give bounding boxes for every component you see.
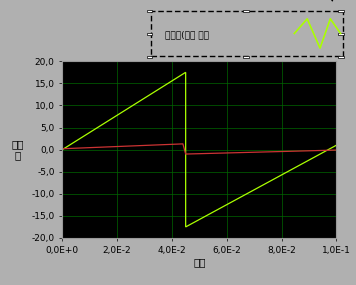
Bar [244,10,249,13]
X-axis label: 시간: 시간 [193,257,206,267]
Bar [147,56,152,58]
Bar [244,56,249,58]
Bar [338,10,344,13]
Bar [147,10,152,13]
Y-axis label: 베기
값: 베기 값 [11,139,24,160]
Bar [147,33,152,35]
Bar [338,56,344,58]
Bar [338,33,344,35]
Text: 톱니파(수심 결과: 톱니파(수심 결과 [165,30,209,39]
